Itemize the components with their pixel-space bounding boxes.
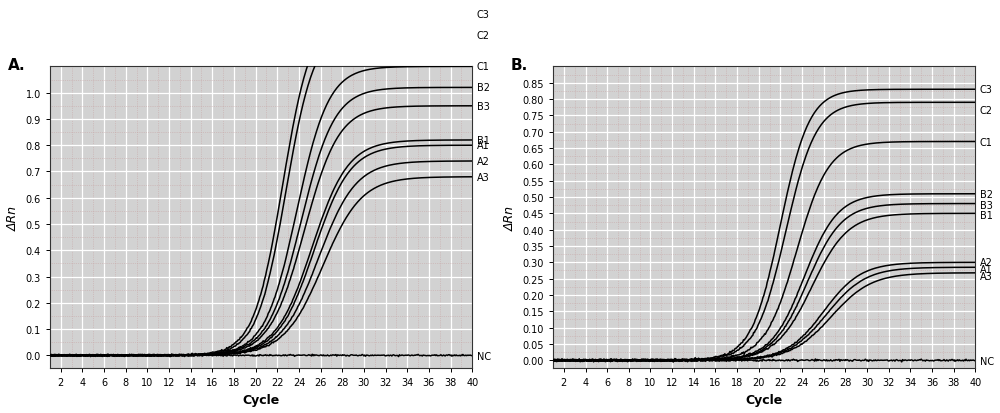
Text: B2: B2 bbox=[477, 83, 490, 93]
Text: B.: B. bbox=[511, 58, 528, 73]
Text: NC: NC bbox=[477, 351, 491, 361]
X-axis label: Cycle: Cycle bbox=[746, 393, 783, 406]
Text: C3: C3 bbox=[980, 85, 993, 95]
X-axis label: Cycle: Cycle bbox=[242, 393, 280, 406]
Text: A3: A3 bbox=[980, 271, 992, 281]
Text: A.: A. bbox=[8, 58, 25, 73]
Text: B1: B1 bbox=[477, 135, 489, 146]
Text: NC: NC bbox=[980, 356, 994, 366]
Text: A3: A3 bbox=[477, 172, 489, 183]
Text: C2: C2 bbox=[477, 31, 490, 41]
Y-axis label: ΔRn: ΔRn bbox=[504, 205, 517, 230]
Text: A1: A1 bbox=[477, 141, 489, 151]
Text: B3: B3 bbox=[980, 201, 993, 211]
Text: C1: C1 bbox=[980, 137, 993, 147]
Text: A2: A2 bbox=[477, 157, 489, 166]
Text: C3: C3 bbox=[477, 10, 489, 20]
Text: A2: A2 bbox=[980, 258, 993, 268]
Text: C2: C2 bbox=[980, 106, 993, 116]
Text: C1: C1 bbox=[477, 62, 489, 72]
Text: B1: B1 bbox=[980, 211, 993, 221]
Text: B2: B2 bbox=[980, 189, 993, 199]
Text: A1: A1 bbox=[980, 264, 992, 274]
Text: B3: B3 bbox=[477, 102, 489, 112]
Y-axis label: ΔRn: ΔRn bbox=[7, 205, 20, 230]
